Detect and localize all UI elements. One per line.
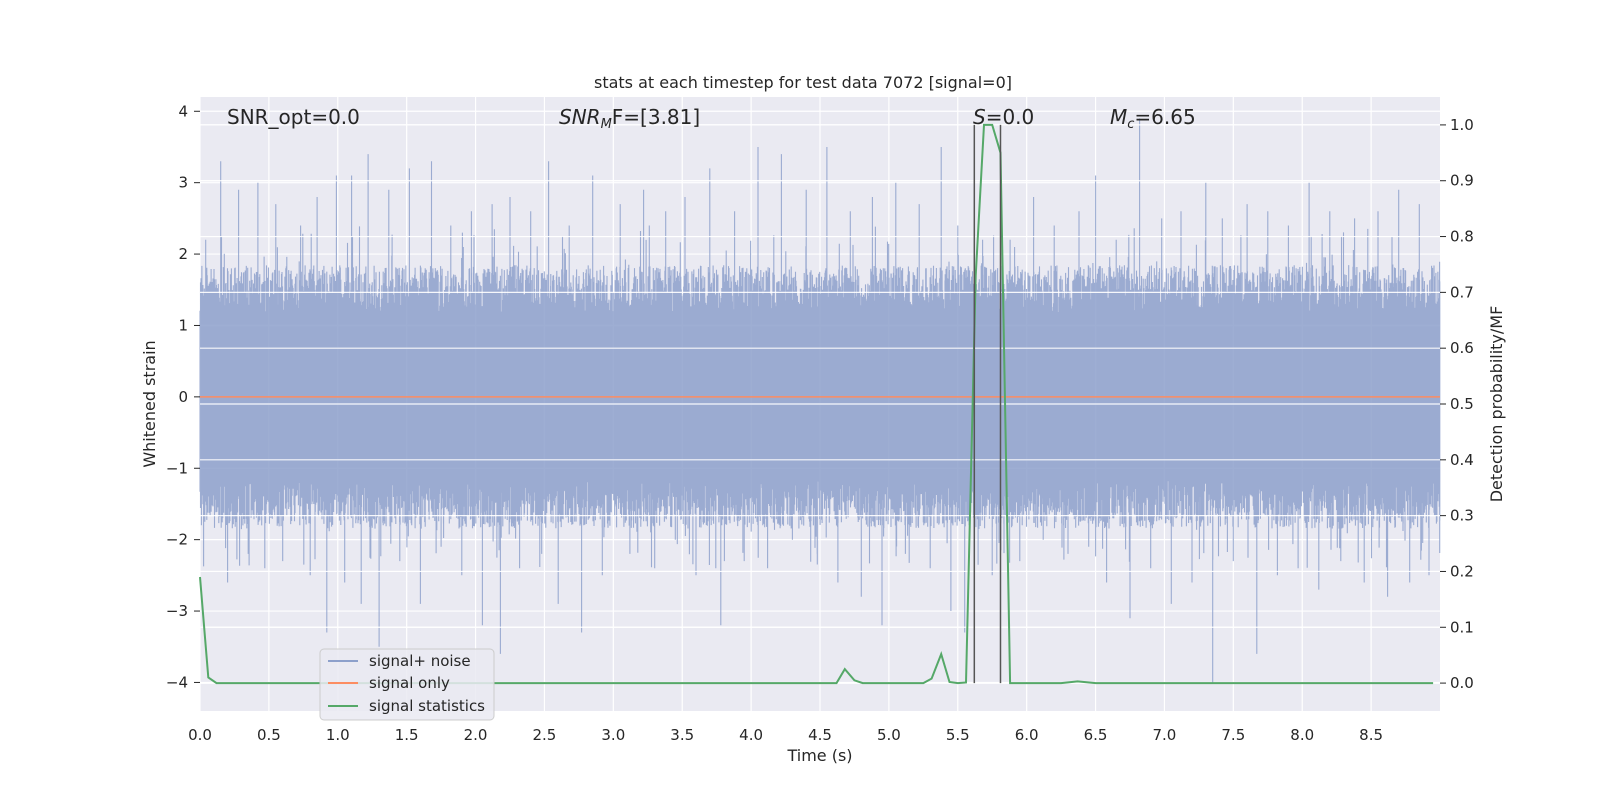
legend: signal+ noise signal only signal statist…: [319, 648, 495, 721]
y-tick-label-right: 0.8: [1450, 228, 1474, 246]
x-tick-label: 2.5: [533, 726, 557, 744]
y-tick-label-right: 0.1: [1450, 618, 1474, 636]
y-axis-right-ticks: 1.0 0.9 0.8 0.7 0.6 0.5 0.4 0.3 0.2 0.1 0.0: [1440, 116, 1474, 692]
y-tick-label-left: −2: [166, 531, 188, 549]
y-tick-label-left: 0: [178, 388, 188, 406]
annotation-snr-mf: SNRMF=[3.81]: [559, 105, 700, 132]
annotation-mc: Mc=6.65: [1110, 105, 1196, 132]
y-tick-label-right: 0.2: [1450, 562, 1474, 580]
x-tick-label: 3.0: [601, 726, 625, 744]
chart-title: stats at each timestep for test data 707…: [594, 73, 1012, 92]
annotation-snr-opt: SNR_opt=0.0: [227, 105, 360, 129]
marker-lines: [973, 124, 1002, 684]
y-tick-label-right: 0.4: [1450, 451, 1474, 469]
x-tick-label: 4.5: [808, 726, 832, 744]
y-tick-label-left: −1: [166, 459, 188, 477]
x-tick-label: 8.0: [1290, 726, 1314, 744]
x-axis-ticks: 0.0 0.5 1.0 1.5 2.0 2.5 3.0 3.5 4.0 4.5 5.0 5.5 6.0 6…: [188, 726, 1383, 744]
y-tick-label-left: −4: [166, 673, 188, 691]
x-tick-label: 5.5: [946, 726, 970, 744]
y-tick-label-right: 0.0: [1450, 674, 1474, 692]
x-tick-label: 0.5: [257, 726, 281, 744]
y-tick-label-right: 0.7: [1450, 283, 1474, 301]
y-tick-label-right: 0.9: [1450, 172, 1474, 190]
x-tick-label: 7.0: [1153, 726, 1177, 744]
y-tick-label-left: −3: [166, 602, 188, 620]
legend-entry-signal-noise: signal+ noise: [369, 652, 471, 670]
x-tick-label: 8.5: [1359, 726, 1383, 744]
y-axis-right-label: Detection probability/MF: [1487, 306, 1506, 503]
y-tick-label-right: 0.3: [1450, 507, 1474, 525]
x-tick-label: 2.0: [464, 726, 488, 744]
y-tick-label-left: 4: [178, 102, 188, 120]
y-axis-left-ticks: 4 3 2 1 0 −1 −2 −3 −4: [166, 102, 200, 691]
y-tick-label-right: 0.6: [1450, 339, 1474, 357]
x-tick-label: 1.0: [326, 726, 350, 744]
y-tick-label-right: 1.0: [1450, 116, 1474, 134]
legend-entry-signal-only: signal only: [369, 674, 450, 692]
y-tick-label-left: 2: [178, 245, 188, 263]
legend-box: [319, 648, 495, 721]
y-tick-label-left: 3: [178, 174, 188, 192]
y-tick-label-right: 0.5: [1450, 395, 1474, 413]
y-tick-label-left: 1: [178, 316, 188, 334]
x-tick-label: 6.0: [1015, 726, 1039, 744]
x-tick-label: 3.5: [670, 726, 694, 744]
noise-trace: [199, 118, 1441, 683]
x-axis-label: Time (s): [786, 746, 852, 765]
x-tick-label: 1.5: [395, 726, 419, 744]
legend-entry-signal-statistics: signal statistics: [369, 697, 485, 715]
x-tick-label: 0.0: [188, 726, 212, 744]
annotation-s: S=0.0: [973, 105, 1034, 129]
y-axis-left-label: Whitened strain: [140, 340, 159, 467]
x-tick-label: 5.0: [877, 726, 901, 744]
x-tick-label: 7.5: [1221, 726, 1245, 744]
x-tick-label: 4.0: [739, 726, 763, 744]
x-tick-label: 6.5: [1084, 726, 1108, 744]
series-signal-noise: [199, 118, 1441, 684]
